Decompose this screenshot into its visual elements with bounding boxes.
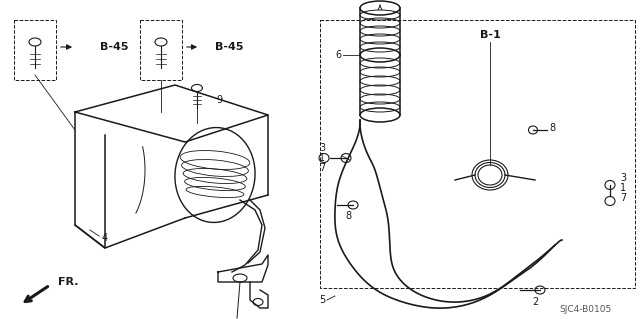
Text: 4: 4 <box>102 233 108 243</box>
Ellipse shape <box>360 48 400 62</box>
Text: B-45: B-45 <box>100 42 129 52</box>
Text: B-1: B-1 <box>479 30 500 40</box>
Ellipse shape <box>360 108 400 122</box>
Ellipse shape <box>29 38 41 46</box>
Text: 3: 3 <box>319 143 325 153</box>
Ellipse shape <box>155 38 167 46</box>
Text: 7: 7 <box>319 163 325 173</box>
Bar <box>14 20 56 80</box>
Bar <box>140 20 182 80</box>
Text: 8: 8 <box>345 211 351 221</box>
Text: 8: 8 <box>549 123 555 133</box>
Text: 5: 5 <box>319 295 325 305</box>
Text: 3: 3 <box>620 173 626 183</box>
Ellipse shape <box>253 299 263 306</box>
Text: 6: 6 <box>335 50 341 60</box>
Ellipse shape <box>233 274 247 282</box>
Bar <box>320 20 635 288</box>
Text: 2: 2 <box>532 297 538 307</box>
Text: FR.: FR. <box>58 277 79 287</box>
Ellipse shape <box>360 1 400 15</box>
Text: 1: 1 <box>620 183 626 193</box>
Text: 1: 1 <box>319 153 325 163</box>
Text: 7: 7 <box>620 193 627 203</box>
Text: 9: 9 <box>216 95 222 105</box>
Text: B-45: B-45 <box>215 42 243 52</box>
Text: SJC4-B0105: SJC4-B0105 <box>559 306 611 315</box>
Ellipse shape <box>191 85 202 92</box>
